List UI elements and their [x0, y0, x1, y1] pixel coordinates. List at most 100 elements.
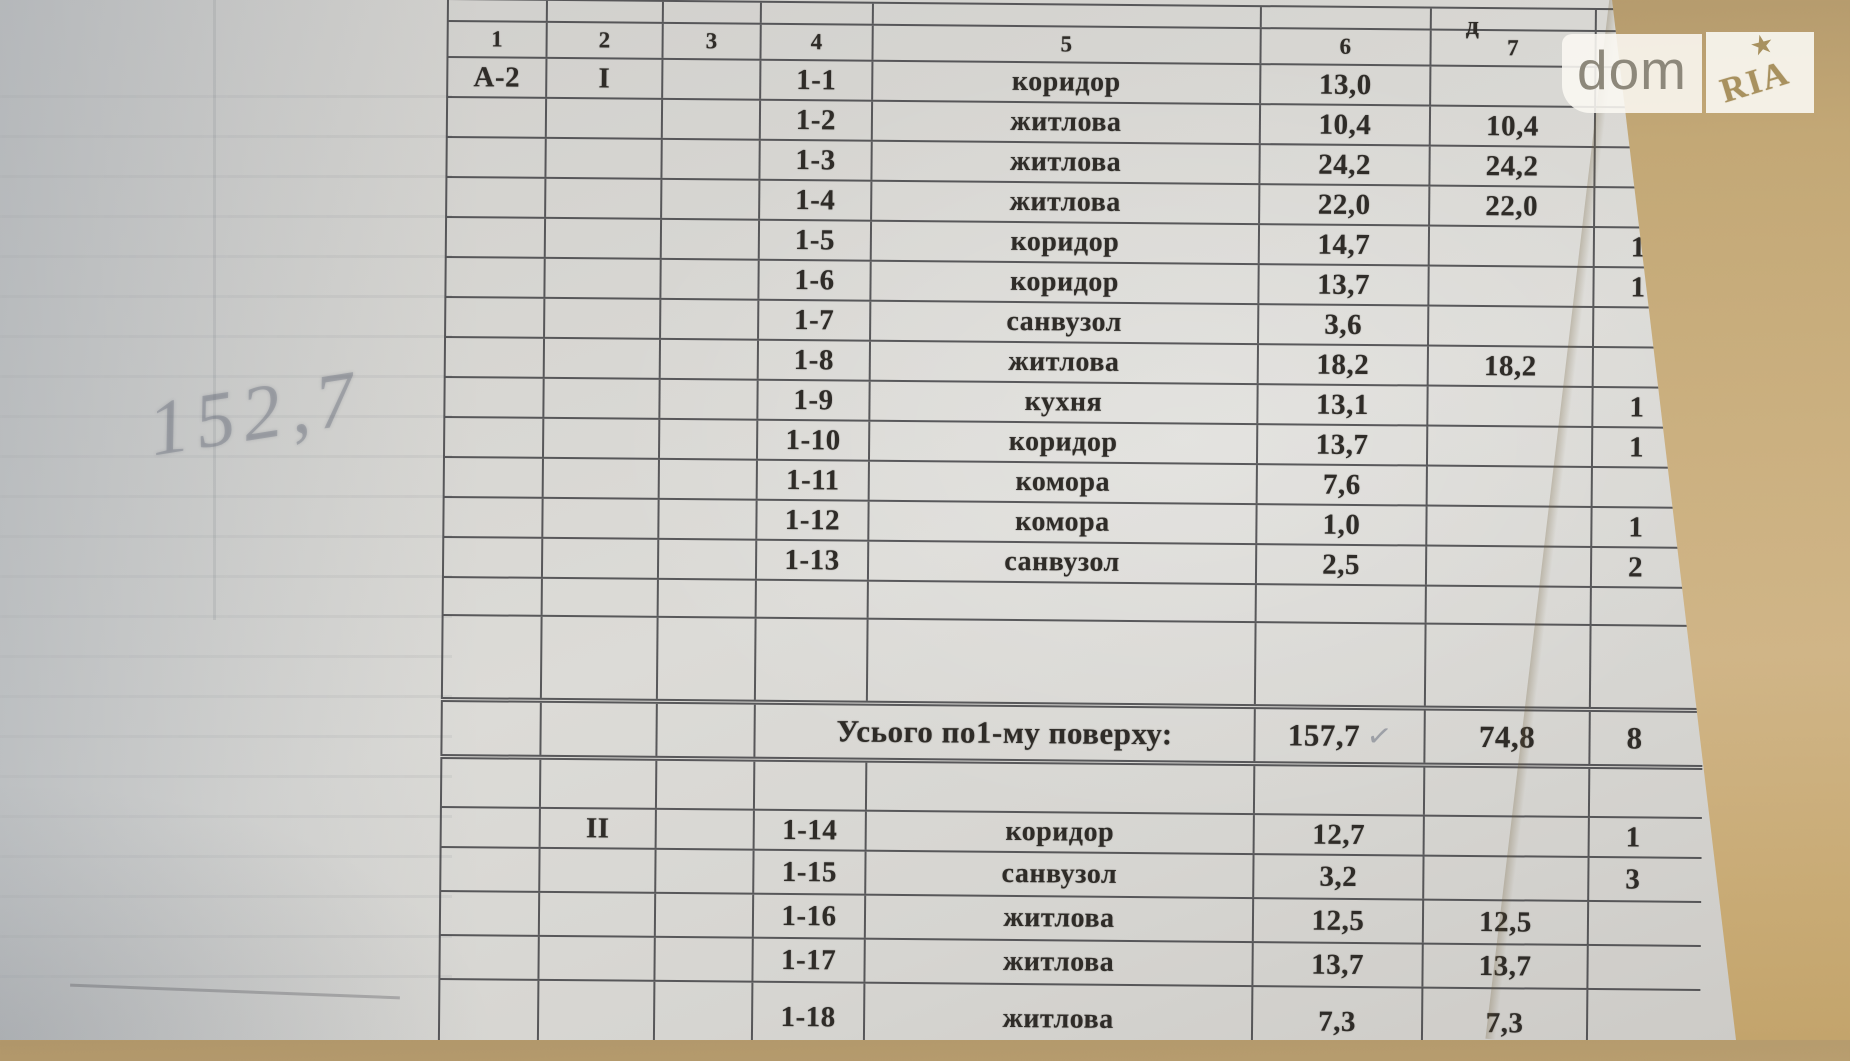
table-cell	[540, 759, 658, 808]
table-cell: 13,7	[1423, 944, 1589, 988]
table-cell	[546, 98, 664, 138]
cell-value: коридор	[1011, 65, 1121, 98]
cell-value: 13,7	[1317, 268, 1371, 301]
table-cell: 13,0	[1261, 65, 1432, 105]
cell-value: коридор	[1008, 425, 1118, 458]
corner-shadow	[0, 780, 500, 1040]
table-cell: 1-12	[757, 500, 870, 540]
table-cell	[541, 616, 659, 699]
table-cell	[662, 139, 761, 179]
cell-value: житлова	[1003, 901, 1115, 934]
table-cell	[542, 578, 659, 616]
table-cell: 14,7	[1259, 225, 1431, 265]
table-cell	[441, 577, 543, 615]
table-cell: 2	[547, 22, 664, 58]
table-cell	[754, 761, 868, 810]
cell-value: 1-9	[793, 383, 834, 416]
table-cell	[546, 138, 663, 178]
cell-value: житлова	[1009, 145, 1122, 178]
table-cell	[443, 337, 546, 377]
fold-line	[213, 0, 216, 620]
faint-grid-lines	[0, 58, 452, 998]
table-cell: 6	[1261, 29, 1432, 65]
ria-logo-text: RIA	[1715, 52, 1795, 111]
table-cell	[663, 59, 762, 99]
cell-value: 1-14	[782, 813, 838, 846]
table-cell	[659, 419, 759, 459]
table-cell: 1-16	[753, 894, 867, 938]
left-shadow	[0, 0, 480, 1040]
table-cell	[1590, 769, 1702, 817]
table-cell	[441, 537, 544, 577]
table-cell: 7,6	[1257, 465, 1428, 505]
cell-value: коридор	[1005, 815, 1115, 848]
cell-value: 14,7	[1317, 228, 1371, 261]
table-cell: коридор	[871, 261, 1260, 304]
cell-value: 3	[705, 28, 718, 54]
cell-value: 22,0	[1317, 188, 1371, 221]
cell-value: 1-13	[784, 543, 840, 576]
table-cell	[546, 178, 663, 218]
table-cell: 1-14	[754, 810, 867, 850]
table-cell	[439, 847, 541, 891]
table-cell: 1	[1592, 508, 1704, 547]
table-cell: 1	[1593, 388, 1705, 427]
table-cell: житлова	[864, 983, 1254, 1040]
table-cell	[658, 579, 757, 617]
cell-value: 7,3	[1318, 1005, 1357, 1038]
cell-value: 1-2	[795, 103, 837, 136]
cell-value: 3,6	[1324, 308, 1363, 341]
cell-value: 1-7	[793, 303, 835, 336]
cell-value: 1-5	[794, 223, 836, 256]
table-cell	[655, 937, 754, 981]
table-row	[440, 615, 1704, 713]
table-cell: санвузол	[868, 541, 1258, 584]
cell-value: 12,5	[1311, 904, 1365, 937]
cell-value: I	[598, 61, 611, 94]
cell-value: 12,7	[1312, 818, 1366, 851]
cell-value: 7	[1506, 35, 1520, 61]
table-cell: 1-7	[759, 300, 872, 340]
cell-value: 24,2	[1318, 148, 1372, 181]
cell-value: 4	[810, 29, 823, 55]
cell-value: 1-11	[785, 463, 840, 496]
table-cell	[445, 137, 547, 177]
table-cell	[654, 981, 754, 1040]
table-cell: 1-3	[760, 140, 873, 180]
dom-logo-text: dom	[1577, 39, 1687, 101]
table-cell: 12,7	[1254, 815, 1425, 855]
table-cell: житлова	[872, 141, 1261, 184]
cell-value: 1-4	[795, 183, 836, 216]
cell-value: 18,2	[1483, 349, 1537, 383]
table-cell	[541, 702, 658, 756]
table-cell: 1-15	[754, 850, 867, 894]
table-cell: 22,0	[1260, 185, 1431, 225]
table-cell	[438, 891, 541, 935]
table-cell	[443, 377, 545, 417]
table-cell	[1429, 226, 1596, 267]
cell-value: 6	[1339, 33, 1352, 59]
table-cell: коридор	[869, 421, 1259, 464]
table-cell	[1588, 946, 1700, 989]
table-cell	[867, 619, 1257, 705]
table-cell: 10,4	[1260, 105, 1432, 145]
table-cell: 1	[1593, 428, 1705, 467]
table-cell: 1-13	[756, 540, 870, 580]
cell-value: 2,5	[1322, 548, 1361, 581]
cell-value: 1	[491, 26, 504, 52]
table-cell: I	[547, 58, 664, 98]
table-cell	[545, 258, 662, 298]
table-cell	[444, 297, 546, 337]
pencil-checkmark: ✓	[1363, 717, 1394, 755]
table-cell	[1426, 546, 1593, 587]
table-cell: комора	[869, 501, 1258, 544]
table-cell	[445, 97, 548, 137]
cell-value: комора	[1015, 465, 1111, 498]
table-cell	[1261, 7, 1432, 29]
table-cell	[873, 3, 1262, 28]
table-cell: 7,3	[1252, 987, 1424, 1040]
cell-value: 3,2	[1319, 860, 1358, 893]
cell-value: 2	[1627, 550, 1644, 583]
table-cell: 1-9	[758, 380, 871, 420]
